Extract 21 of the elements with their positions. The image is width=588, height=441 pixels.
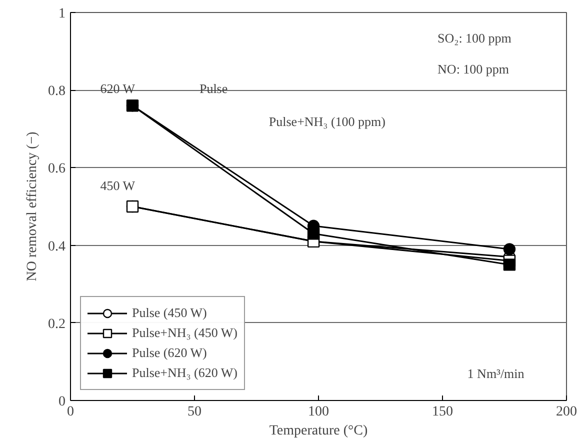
y-tick-label: 0.4 [48, 239, 66, 254]
y-tick-label: 0.6 [48, 162, 66, 177]
legend-label: Pulse+NH₃ (620 W) [132, 364, 238, 382]
y-tick-label: 0.8 [48, 84, 66, 100]
legend-label: Pulse+NH₃ (450 W) [132, 324, 238, 342]
x-tick-label: 100 [308, 404, 329, 420]
annotation: Pulse+NH₃ (100 ppm) [268, 114, 386, 129]
x-tick-label: 200 [556, 404, 577, 420]
x-tick-label: 50 [188, 404, 202, 420]
annotation: NO: 100 ppm [438, 62, 510, 77]
annotation: 450 W [100, 178, 136, 193]
legend-label: Pulse (620 W) [132, 344, 207, 362]
x-axis-title: Temperature (°C) [269, 424, 368, 438]
y-axis-title: NO removal efficiency (−) [25, 131, 40, 282]
annotation: 1 Nm³/min [467, 366, 525, 382]
y-tick-label: 0.2 [48, 316, 66, 332]
x-tick-label: 150 [432, 404, 453, 420]
y-tick-label: 1 [58, 6, 66, 22]
legend-label: Pulse (450 W) [132, 304, 207, 322]
y-tick-label: 0 [58, 394, 66, 410]
annotation: SO₂: 100 ppm [438, 30, 512, 46]
